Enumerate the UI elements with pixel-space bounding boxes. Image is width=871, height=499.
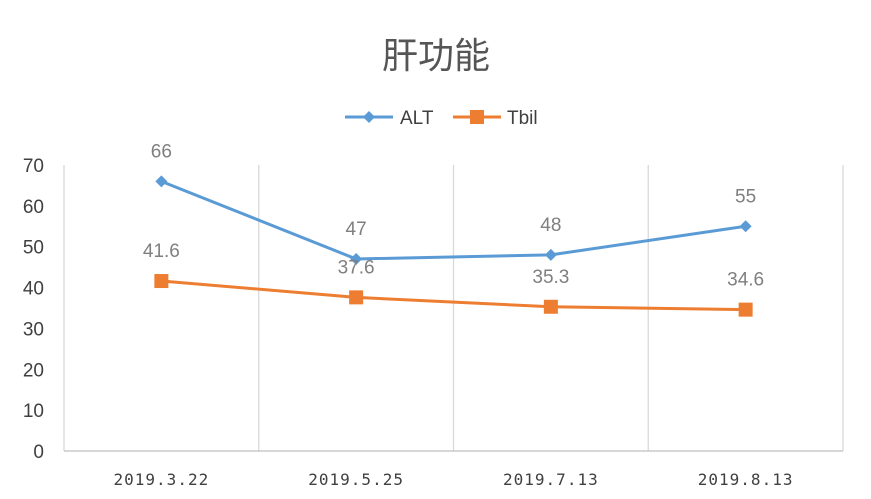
x-tick-label: 2019.7.13 <box>503 470 599 489</box>
series-alt-data-label: 48 <box>540 215 561 236</box>
axes: 0 10 20 30 40 50 60 70 2019.3.22 2019.5.25 2019.7.… <box>23 156 843 489</box>
series-alt-line <box>160 179 746 261</box>
legend: ALT Tbil <box>345 108 538 129</box>
series-alt-point <box>155 175 168 188</box>
y-tick-label: 10 <box>23 401 44 422</box>
y-tick-label: 60 <box>23 197 44 218</box>
series-tbil-data-label: 41.6 <box>143 241 180 262</box>
y-tick-label: 70 <box>23 156 44 177</box>
legend-alt-label: ALT <box>400 108 434 129</box>
series-alt-point <box>350 252 363 265</box>
series-alt-data-label: 66 <box>151 141 172 162</box>
series-tbil-point <box>543 299 558 314</box>
x-tick-label: 2019.3.22 <box>114 470 210 489</box>
legend-tbil-marker <box>470 110 484 124</box>
legend-item-alt: ALT <box>345 108 434 129</box>
series-alt-point <box>739 220 752 233</box>
x-tick-label: 2019.5.25 <box>308 470 404 489</box>
series-tbil-data-label: 35.3 <box>532 267 569 288</box>
y-tick-label: 30 <box>23 319 44 340</box>
y-tick-label: 40 <box>23 279 44 300</box>
y-tick-label: 20 <box>23 360 44 381</box>
series-tbil-point <box>154 274 169 289</box>
legend-tbil-label: Tbil <box>507 108 538 129</box>
series-tbil-point <box>349 290 364 305</box>
legend-alt-marker <box>363 111 375 123</box>
series-alt: 66 47 48 55 <box>151 141 756 265</box>
y-tick-label: 50 <box>23 238 44 259</box>
series-tbil: 41.6 37.6 35.3 34.6 <box>143 241 764 317</box>
series-tbil-data-label: 34.6 <box>727 270 764 291</box>
series-alt-data-label: 55 <box>735 186 756 207</box>
series-tbil-point <box>738 302 753 317</box>
chart-title: 肝功能 <box>382 36 490 77</box>
series-layer: 66 47 48 55 41.6 37.6 35.3 34.6 <box>143 141 764 317</box>
series-alt-point <box>544 248 557 261</box>
legend-item-tbil: Tbil <box>453 108 538 129</box>
y-tick-label: 0 <box>33 442 44 463</box>
series-tbil-line <box>161 279 746 312</box>
series-tbil-data-label: 37.6 <box>338 257 375 278</box>
series-alt-data-label: 47 <box>346 219 367 240</box>
x-tick-label: 2019.8.13 <box>698 470 794 489</box>
